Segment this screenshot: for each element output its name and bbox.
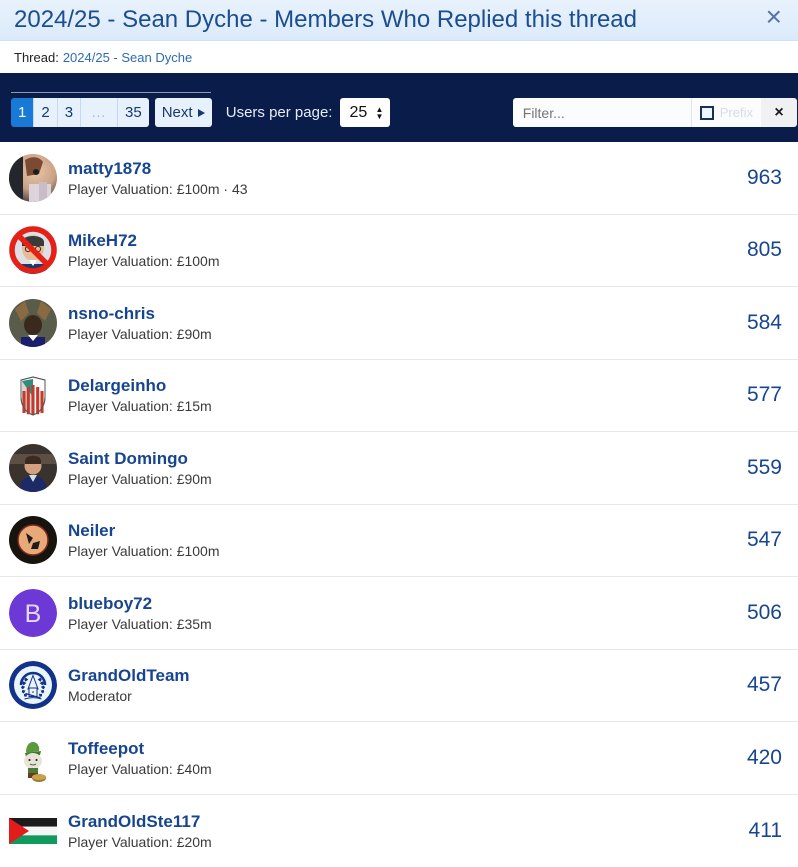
svg-text:B: B [25,600,42,628]
